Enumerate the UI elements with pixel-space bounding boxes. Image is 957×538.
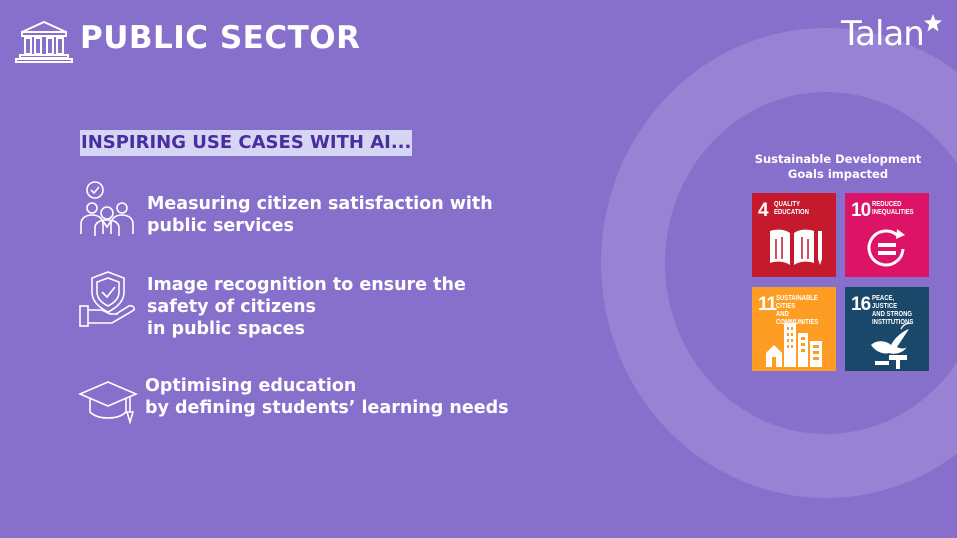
sdg-heading: Sustainable Development Goals impacted (754, 152, 922, 181)
sdg-label: QUALITY EDUCATION (774, 201, 809, 216)
citizens-satisfaction-icon (80, 181, 134, 236)
logo-text: Talan (841, 14, 925, 54)
graduation-cap-icon (78, 381, 138, 425)
sdg-tile-quality-education: 4 QUALITY EDUCATION (752, 193, 836, 277)
page-title: PUBLIC SECTOR (80, 20, 361, 56)
sdg-number: 11 (758, 294, 777, 315)
sdg-label: SUSTAINABLE CITIES AND COMMUNITIES (776, 295, 819, 326)
sdg-tile-peace-justice: 16 PEACE, JUSTICE AND STRONG INSTITUTION… (845, 287, 929, 371)
city-buildings-icon (766, 323, 822, 367)
talan-logo: Talan (841, 14, 946, 58)
use-case-text: Image recognition to ensure the safety o… (147, 275, 466, 339)
book-pencil-icon (770, 229, 822, 265)
sdg-number: 4 (758, 200, 769, 221)
dove-gavel-icon (871, 322, 912, 369)
sdg-number: 10 (851, 200, 871, 221)
sdg-tile-reduced-inequalities: 10 REDUCED INEQUALITIES (845, 193, 929, 277)
sdg-label: PEACE, JUSTICE AND STRONG INSTITUTIONS (872, 295, 914, 326)
use-case-text: Optimising education by defining student… (145, 376, 509, 418)
equality-circle-icon (867, 229, 905, 267)
section-subtitle: INSPIRING USE CASES WITH AI... (80, 130, 413, 156)
use-case-text: Measuring citizen satisfaction with publ… (147, 194, 493, 236)
star-icon (924, 14, 942, 32)
sdg-tile-sustainable-cities: 11 SUSTAINABLE CITIES AND COMMUNITIES (752, 287, 836, 371)
sdg-label: REDUCED INEQUALITIES (872, 201, 914, 216)
sdg-number: 16 (851, 294, 871, 315)
government-building-icon (15, 20, 73, 63)
shield-hand-icon (79, 271, 135, 327)
